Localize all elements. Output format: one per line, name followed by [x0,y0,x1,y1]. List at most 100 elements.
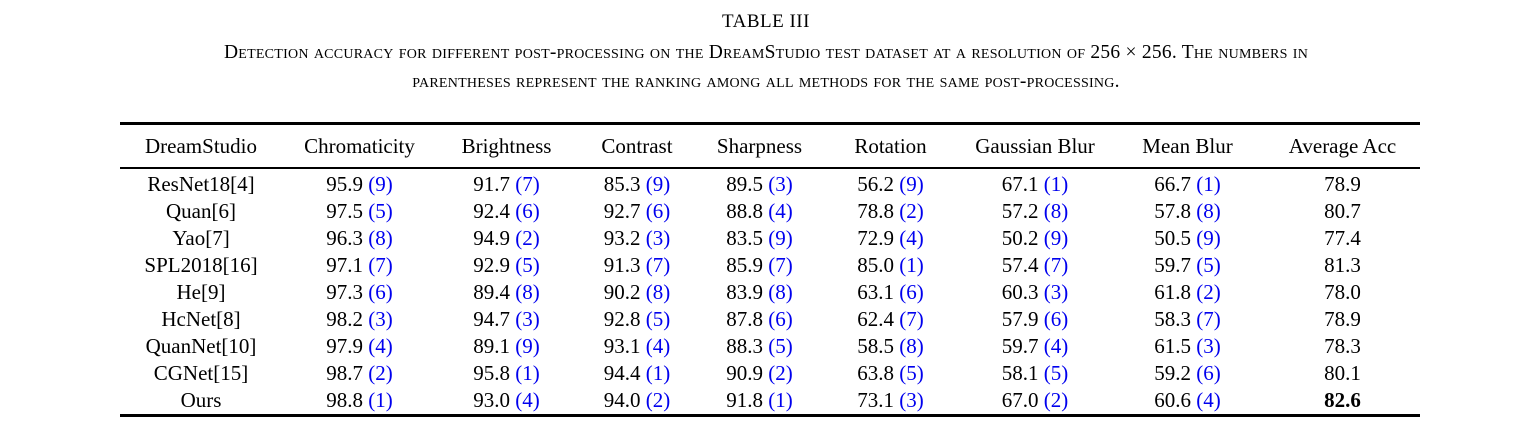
score-cell: 57.2 (8) [960,198,1110,225]
method-cell: Quan[6] [166,199,236,223]
rank-badge: (9) [768,226,793,250]
method-cell: ResNet18[4] [147,172,255,196]
column-header-mean-blur: Mean Blur [1142,134,1233,158]
paper-page: TABLE III Detection accuracy for differe… [0,10,1532,430]
average-cell: 80.1 [1324,361,1361,385]
average-cell: 78.0 [1324,280,1361,304]
method-cell: He[9] [176,280,226,304]
score-cell: 56.2 (9) [821,168,960,198]
rank-badge: (5) [515,253,540,277]
table-row: ResNet18[4] 95.9 (9) 91.7 (7) 85.3 (9) 89.5 … [120,168,1420,198]
rank-badge: (4) [645,334,671,358]
score-cell: 59.7 (5) [1110,252,1265,279]
score-cell: 62.4 (7) [821,306,960,333]
rank-badge: (1) [899,253,924,277]
method-cell: CGNet[15] [153,361,249,385]
score-value: 91.8 [726,388,763,412]
method-cell: SPL2018[16] [144,253,258,277]
score-cell: 91.8 (1) [698,387,821,416]
score-value: 58.5 [857,334,894,358]
rank-badge: (3) [899,388,924,412]
score-value: 94.9 [473,226,510,250]
score-value: 88.3 [726,334,763,358]
column-header-dreamstudio: DreamStudio [145,134,257,158]
score-cell: 83.5 (9) [698,225,821,252]
score-cell: 97.5 (5) [282,198,437,225]
score-cell: 57.4 (7) [960,252,1110,279]
score-cell: 60.6 (4) [1110,387,1265,416]
rank-badge: (4) [768,199,793,223]
rank-badge: (3) [1043,280,1069,304]
score-value: 95.9 [326,172,363,196]
method-cell: Yao[7] [172,226,230,250]
score-value: 63.8 [857,361,894,385]
rank-badge: (6) [515,199,540,223]
score-value: 95.8 [473,361,510,385]
score-cell: 59.2 (6) [1110,360,1265,387]
score-value: 67.0 [1001,388,1039,412]
score-cell: 91.7 (7) [437,168,576,198]
score-value: 90.9 [726,361,763,385]
table-row: HcNet[8] 98.2 (3) 94.7 (3) 92.8 (5) 87.8 (6)… [120,306,1420,333]
rank-badge: (4) [1196,388,1221,412]
score-cell: 94.9 (2) [437,225,576,252]
score-value: 61.8 [1154,280,1191,304]
rank-badge: (2) [899,199,924,223]
rank-badge: (6) [899,280,924,304]
score-value: 91.7 [473,172,510,196]
rank-badge: (5) [645,307,671,331]
rank-badge: (8) [368,226,393,250]
score-cell: 91.3 (7) [576,252,698,279]
score-value: 57.9 [1001,307,1039,331]
column-header-brightness: Brightness [461,134,552,158]
score-value: 73.1 [857,388,894,412]
caption-line: Detection accuracy for different post-pr… [223,42,1309,63]
score-cell: 89.1 (9) [437,333,576,360]
score-cell: 93.1 (4) [576,333,698,360]
rank-badge: (5) [768,334,793,358]
method-cell: Ours [180,388,222,412]
average-cell: 78.9 [1324,172,1361,196]
score-value: 92.7 [603,199,641,223]
score-cell: 85.0 (1) [821,252,960,279]
score-cell: 73.1 (3) [821,387,960,416]
rank-badge: (8) [645,280,671,304]
rank-badge: (8) [515,280,540,304]
rank-badge: (6) [368,280,393,304]
average-cell: 82.6 [1324,388,1361,412]
score-cell: 67.1 (1) [960,168,1110,198]
score-cell: 97.1 (7) [282,252,437,279]
score-value: 63.1 [857,280,894,304]
rank-badge: (4) [515,388,540,412]
method-cell: QuanNet[10] [145,334,257,358]
score-value: 61.5 [1154,334,1191,358]
rank-badge: (9) [645,172,671,196]
score-cell: 89.4 (8) [437,279,576,306]
score-cell: 98.7 (2) [282,360,437,387]
score-value: 89.4 [473,280,510,304]
score-value: 89.1 [473,334,510,358]
average-cell: 81.3 [1324,253,1361,277]
rank-badge: (7) [1196,307,1221,331]
score-value: 56.2 [857,172,894,196]
score-cell: 98.2 (3) [282,306,437,333]
score-value: 92.4 [473,199,510,223]
table-row: QuanNet[10] 97.9 (4) 89.1 (9) 93.1 (4) 88.3 … [120,333,1420,360]
rank-badge: (2) [768,361,793,385]
score-value: 57.4 [1001,253,1039,277]
score-cell: 94.4 (1) [576,360,698,387]
column-header-rotation: Rotation [854,134,927,158]
rank-badge: (6) [1196,361,1221,385]
score-cell: 85.3 (9) [576,168,698,198]
rank-badge: (2) [515,226,540,250]
score-cell: 50.5 (9) [1110,225,1265,252]
rank-badge: (1) [768,388,793,412]
rank-badge: (2) [368,361,393,385]
score-cell: 95.8 (1) [437,360,576,387]
rank-badge: (1) [1196,172,1221,196]
rank-badge: (9) [1196,226,1221,250]
score-value: 59.2 [1154,361,1191,385]
score-value: 93.1 [603,334,641,358]
score-value: 91.3 [603,253,641,277]
table-row: SPL2018[16] 97.1 (7) 92.9 (5) 91.3 (7) 85.9 … [120,252,1420,279]
